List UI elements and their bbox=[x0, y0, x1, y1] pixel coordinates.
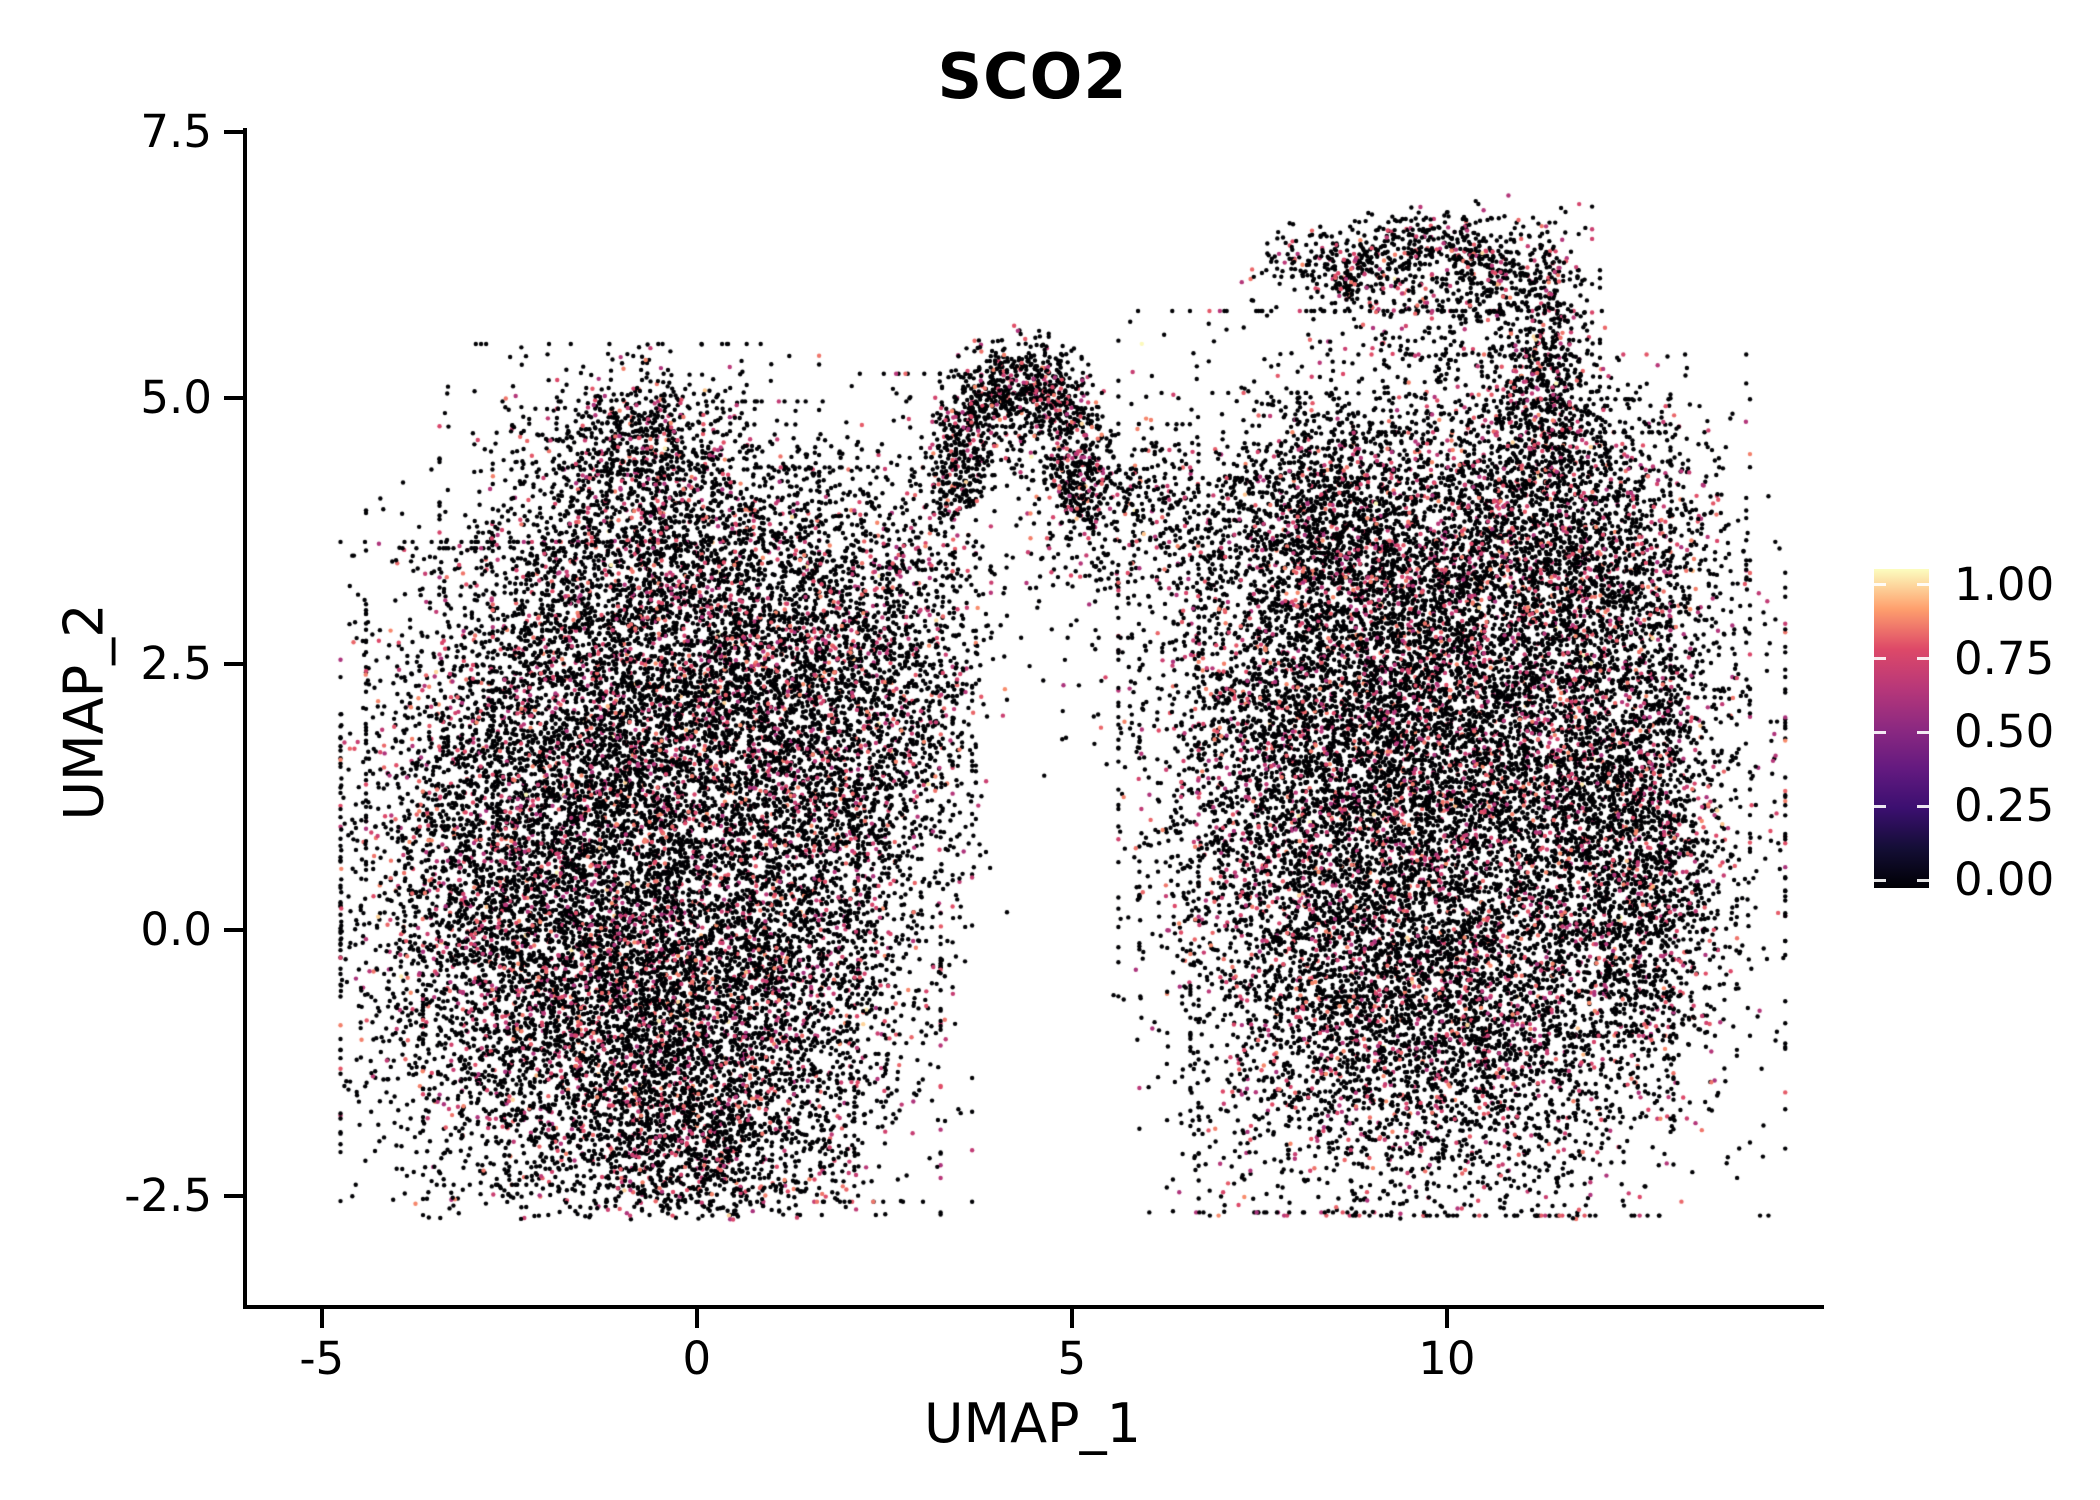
y-tick bbox=[224, 662, 243, 667]
colorbar-tick-label: 1.00 bbox=[1954, 557, 2055, 611]
y-tick bbox=[224, 928, 243, 933]
colorbar-tick bbox=[1874, 804, 1886, 808]
colorbar-tick bbox=[1917, 730, 1929, 734]
colorbar-tick-label: 0.00 bbox=[1954, 853, 2055, 907]
y-tick bbox=[224, 1194, 243, 1199]
x-tick bbox=[1069, 1309, 1074, 1328]
colorbar-tick bbox=[1874, 730, 1886, 734]
colorbar-tick bbox=[1917, 583, 1929, 587]
x-tick-label: 10 bbox=[1418, 1332, 1476, 1385]
colorbar-tick bbox=[1917, 878, 1929, 882]
y-tick-label: 0.0 bbox=[140, 903, 212, 957]
x-tick bbox=[694, 1309, 699, 1328]
colorbar-tick-label: 0.75 bbox=[1954, 631, 2055, 685]
y-tick-label: -2.5 bbox=[124, 1169, 212, 1223]
y-axis-line bbox=[243, 128, 247, 1309]
colorbar-tick bbox=[1874, 878, 1886, 882]
colorbar-tick bbox=[1874, 657, 1886, 661]
x-axis-title: UMAP_1 bbox=[924, 1392, 1141, 1455]
x-tick bbox=[319, 1309, 324, 1328]
y-tick bbox=[224, 130, 243, 135]
x-tick bbox=[1444, 1309, 1449, 1328]
chart-title: SCO2 bbox=[937, 40, 1128, 113]
y-tick-label: 5.0 bbox=[140, 371, 212, 425]
y-tick bbox=[224, 396, 243, 401]
x-axis-line bbox=[243, 1305, 1824, 1309]
x-tick-label: 0 bbox=[682, 1332, 712, 1385]
colorbar-tick bbox=[1917, 804, 1929, 808]
colorbar-gradient bbox=[1874, 569, 1929, 888]
colorbar-tick bbox=[1874, 583, 1886, 587]
y-tick-label: 2.5 bbox=[140, 637, 212, 691]
x-tick-label: 5 bbox=[1057, 1332, 1087, 1385]
y-tick-label: 7.5 bbox=[140, 105, 212, 159]
colorbar-tick-label: 0.25 bbox=[1954, 779, 2055, 833]
x-tick-label: -5 bbox=[299, 1332, 345, 1385]
colorbar-tick bbox=[1917, 657, 1929, 661]
y-axis-title: UMAP_2 bbox=[52, 603, 116, 821]
colorbar-tick-label: 0.50 bbox=[1954, 705, 2055, 759]
